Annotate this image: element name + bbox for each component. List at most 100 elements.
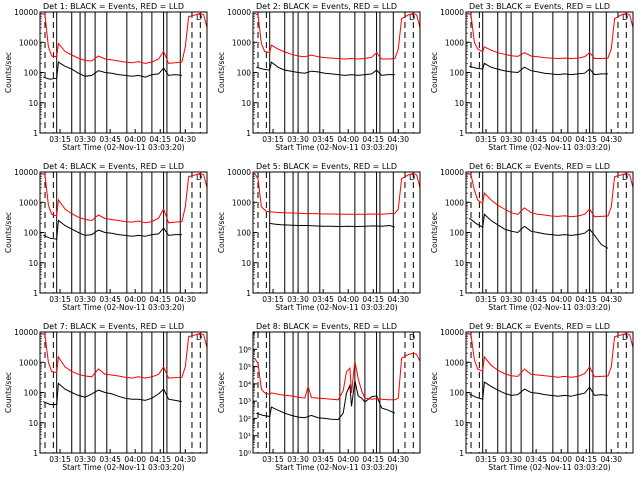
y-tick-label: 1000 <box>19 38 38 47</box>
corner-label: D <box>409 333 415 342</box>
y-axis-label: Counts/sec <box>217 212 226 253</box>
y-tick-label: 1000 <box>445 358 464 367</box>
chart-title: Det 8: BLACK = Events, RED = LLD <box>256 322 397 331</box>
x-tick-label: 03:30 <box>500 455 522 464</box>
x-tick-label: 04:00 <box>550 135 572 144</box>
x-tick-label: 04:15 <box>149 455 171 464</box>
y-tick-label: 1000 <box>19 198 38 207</box>
detector-panel-4: Det 4: BLACK = Events, RED = LLD D 1 10 100 1… <box>4 162 208 312</box>
y-axis-label: Counts/sec <box>217 52 226 93</box>
x-tick-label: 04:15 <box>575 455 597 464</box>
events-series-line <box>256 380 396 421</box>
x-tick-label: 03:30 <box>74 455 96 464</box>
y-tick-label: 100 <box>450 389 465 398</box>
x-axis-label: Start Time (02-Nov-11 03:03:20) <box>275 463 397 472</box>
plot-frame <box>252 331 421 454</box>
y-tick-label: 10³ <box>238 397 251 406</box>
lld-series-line <box>41 172 208 224</box>
y-tick-label: 10 <box>28 259 38 268</box>
y-tick-label: 100 <box>237 69 252 78</box>
x-tick-label: 03:15 <box>262 295 284 304</box>
x-tick-label: 03:15 <box>49 135 71 144</box>
x-tick-label: 03:45 <box>99 455 121 464</box>
y-tick-label: 1 <box>459 129 464 138</box>
x-tick-label: 03:45 <box>312 295 334 304</box>
corner-label: D <box>409 13 415 22</box>
y-tick-label: 10 <box>241 99 251 108</box>
lld-series-line <box>254 352 421 401</box>
detector-panel-8: Det 8: BLACK = Events, RED = LLD D 10⁰ 10¹ 1… <box>217 322 421 472</box>
x-tick-label: 03:45 <box>312 135 334 144</box>
y-axis-label: Counts/sec <box>4 212 13 253</box>
events-series-line <box>269 222 396 228</box>
detector-panel-3: Det 3: BLACK = Events, RED = LLD D 1 10 100 1… <box>430 2 634 152</box>
x-tick-label: 04:00 <box>337 455 359 464</box>
plot-frame <box>39 171 208 294</box>
x-tick-label: 04:00 <box>124 455 146 464</box>
y-tick-label: 100 <box>24 229 39 238</box>
y-tick-label: 1 <box>246 129 251 138</box>
lld-series-line <box>467 12 634 60</box>
y-tick-label: 1000 <box>232 38 251 47</box>
x-tick-label: 04:00 <box>550 455 572 464</box>
plot-frame <box>252 11 421 134</box>
x-axis-label: Start Time (02-Nov-11 03:03:20) <box>62 303 184 312</box>
y-tick-label: 10 <box>28 99 38 108</box>
x-tick-label: 03:45 <box>312 455 334 464</box>
y-tick-label: 10⁴ <box>238 380 251 389</box>
y-tick-label: 10¹ <box>238 432 251 441</box>
y-tick-label: 1000 <box>445 38 464 47</box>
y-tick-label: 100 <box>237 229 252 238</box>
y-tick-label: 10⁰ <box>238 449 251 458</box>
x-tick-label: 04:15 <box>362 455 384 464</box>
plot-frame <box>465 171 634 294</box>
lld-series-line <box>254 12 421 60</box>
plot-frame <box>252 171 421 294</box>
plot-frame <box>465 11 634 134</box>
corner-label: D <box>622 13 628 22</box>
x-tick-label: 03:45 <box>525 135 547 144</box>
y-axis-label: Counts/sec <box>4 52 13 93</box>
y-tick-label: 10² <box>238 414 251 423</box>
chart-title: Det 9: BLACK = Events, RED = LLD <box>469 322 610 331</box>
y-tick-label: 1000 <box>445 198 464 207</box>
detector-panel-9: Det 9: BLACK = Events, RED = LLD D 1 10 100 1… <box>430 322 634 472</box>
x-tick-label: 04:30 <box>387 135 409 144</box>
y-tick-label: 1000 <box>19 358 38 367</box>
x-tick-label: 04:15 <box>362 135 384 144</box>
y-tick-label: 10 <box>241 259 251 268</box>
plot-frame <box>465 331 634 454</box>
corner-label: D <box>196 333 202 342</box>
y-tick-label: 10 <box>454 259 464 268</box>
x-tick-label: 03:30 <box>74 295 96 304</box>
x-tick-label: 04:30 <box>387 455 409 464</box>
y-axis-label: Counts/sec <box>4 372 13 413</box>
x-axis-label: Start Time (02-Nov-11 03:03:20) <box>62 143 184 152</box>
y-axis-label: Counts/sec <box>430 372 439 413</box>
y-tick-label: 10000 <box>14 328 38 337</box>
events-series-line <box>468 213 609 249</box>
x-tick-label: 04:15 <box>362 295 384 304</box>
x-axis-label: Start Time (02-Nov-11 03:03:20) <box>488 303 610 312</box>
x-tick-label: 04:30 <box>600 455 622 464</box>
plot-frame <box>39 331 208 454</box>
x-tick-label: 04:30 <box>600 135 622 144</box>
x-tick-label: 03:15 <box>49 455 71 464</box>
x-tick-label: 03:45 <box>99 295 121 304</box>
events-series-line <box>469 62 608 76</box>
x-tick-label: 04:00 <box>550 295 572 304</box>
x-tick-label: 04:30 <box>174 135 196 144</box>
x-tick-label: 04:15 <box>149 135 171 144</box>
x-tick-label: 04:15 <box>575 295 597 304</box>
y-tick-label: 10⁶ <box>238 345 251 354</box>
x-tick-label: 04:00 <box>124 295 146 304</box>
x-tick-label: 04:15 <box>575 135 597 144</box>
x-tick-label: 04:15 <box>149 295 171 304</box>
detector-panel-2: Det 2: BLACK = Events, RED = LLD D 1 10 100 1… <box>217 2 421 152</box>
y-tick-label: 10 <box>28 419 38 428</box>
y-tick-label: 1 <box>246 289 251 298</box>
corner-label: D <box>409 173 415 182</box>
chart-title: Det 5: BLACK = Events, RED = LLD <box>256 162 397 171</box>
x-tick-label: 03:45 <box>99 135 121 144</box>
y-tick-label: 10000 <box>440 328 464 337</box>
